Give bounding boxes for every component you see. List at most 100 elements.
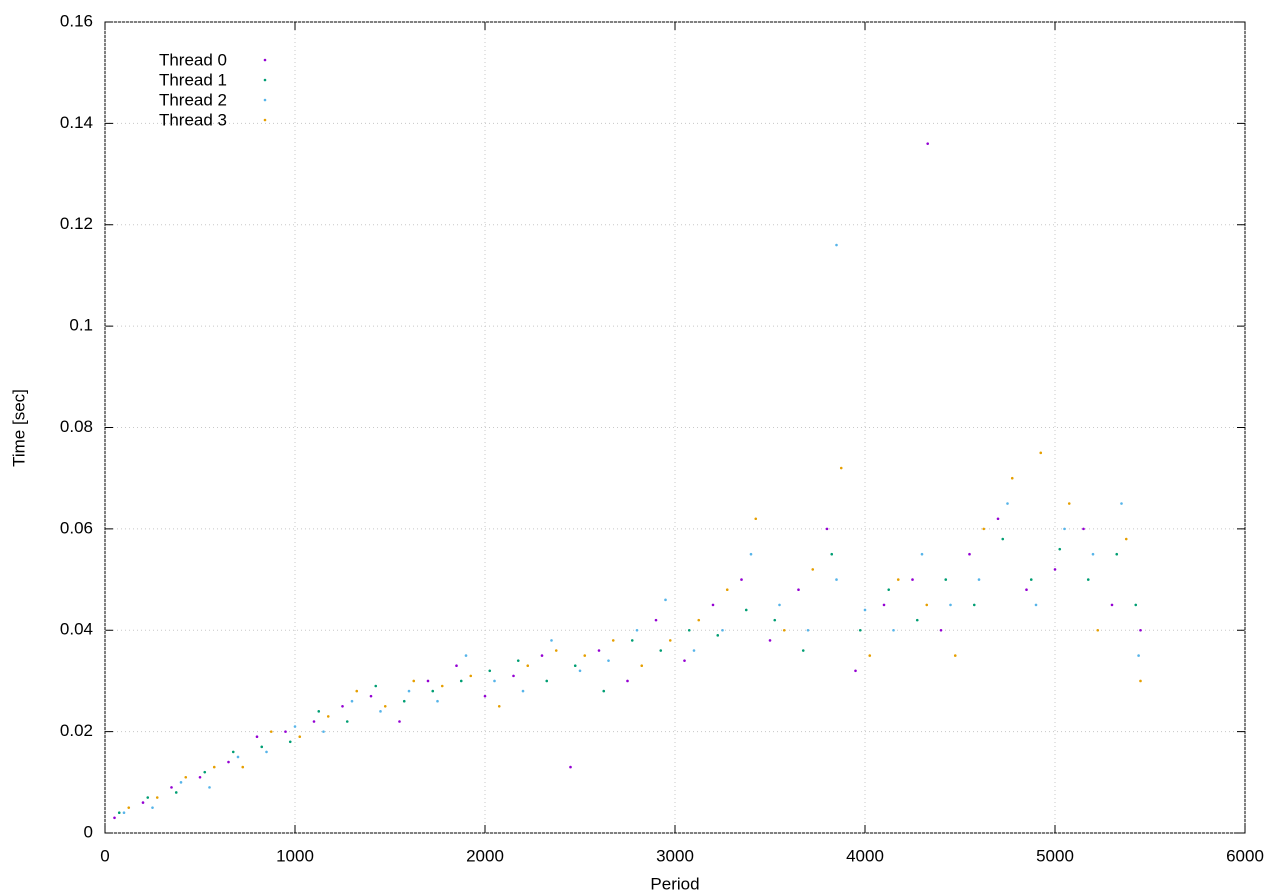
point [426, 679, 430, 683]
point [664, 598, 667, 602]
x-tick-label: 0 [100, 846, 109, 865]
point [265, 750, 268, 754]
point [488, 669, 492, 673]
point [1039, 451, 1043, 455]
point [298, 735, 302, 738]
point [939, 628, 943, 632]
point [497, 704, 501, 708]
point [597, 649, 601, 652]
point [521, 689, 525, 693]
point [431, 689, 435, 693]
x-tick-label: 2000 [466, 846, 504, 865]
point [412, 679, 416, 683]
point [782, 628, 786, 632]
x-tick-label: 3000 [656, 846, 694, 865]
point [697, 618, 701, 622]
point [184, 775, 188, 779]
point [1120, 502, 1123, 505]
point [1115, 552, 1119, 556]
point [212, 765, 216, 769]
point [744, 608, 748, 612]
point [146, 796, 150, 799]
point [925, 603, 929, 607]
point [151, 806, 154, 809]
point [835, 578, 838, 581]
point [982, 527, 986, 531]
point [469, 674, 473, 678]
point [155, 796, 159, 799]
point [887, 588, 891, 591]
point [863, 608, 867, 612]
point [1063, 527, 1066, 531]
point [464, 654, 468, 657]
point [578, 669, 582, 673]
point [569, 765, 572, 769]
point [326, 715, 330, 718]
y-tick-label: 0 [84, 822, 93, 841]
y-tick-label: 0.02 [60, 721, 93, 740]
point [683, 659, 686, 662]
point [1110, 603, 1114, 607]
y-tick-label: 0.04 [60, 620, 93, 639]
point [778, 603, 781, 607]
point [626, 679, 629, 683]
point [868, 654, 872, 657]
point [972, 603, 976, 607]
point [341, 704, 344, 708]
point [369, 694, 373, 698]
point [725, 588, 729, 591]
point [1025, 588, 1028, 591]
point [170, 786, 173, 789]
point [1086, 578, 1090, 581]
point [350, 699, 354, 703]
point [607, 659, 610, 662]
point [949, 603, 952, 607]
point [825, 527, 829, 531]
point [858, 628, 862, 632]
point [312, 720, 316, 723]
point [436, 699, 439, 703]
point [483, 694, 487, 698]
point [749, 552, 753, 556]
x-tick-label: 1000 [276, 846, 314, 865]
point [668, 639, 672, 642]
point [692, 649, 696, 652]
point [1010, 476, 1014, 480]
point [801, 649, 805, 652]
legend-label: Thread 3 [159, 110, 227, 129]
x-tick-label: 5000 [1036, 846, 1074, 865]
point [896, 578, 900, 581]
x-axis-label: Period [650, 874, 699, 893]
point [640, 664, 644, 668]
point [1029, 578, 1033, 581]
point [383, 704, 387, 708]
point [1124, 537, 1128, 541]
point [926, 142, 929, 145]
point [659, 649, 663, 652]
point [355, 689, 359, 693]
y-tick-label: 0.1 [69, 316, 93, 335]
point [573, 664, 577, 668]
point [241, 765, 245, 769]
point [1058, 547, 1062, 551]
point [711, 603, 715, 607]
point [113, 816, 116, 820]
point [260, 745, 264, 749]
point [174, 791, 178, 794]
point [1006, 502, 1009, 505]
point [255, 735, 259, 738]
point [687, 628, 691, 632]
point [854, 669, 857, 673]
y-axis-label: Time [sec] [9, 389, 28, 467]
point [1067, 502, 1071, 505]
point [459, 679, 463, 683]
point [269, 730, 273, 733]
legend-marker [263, 78, 267, 82]
point [839, 466, 843, 470]
point [407, 689, 411, 693]
point [545, 679, 549, 683]
point [996, 517, 1000, 521]
point [716, 634, 720, 637]
point [740, 578, 743, 581]
